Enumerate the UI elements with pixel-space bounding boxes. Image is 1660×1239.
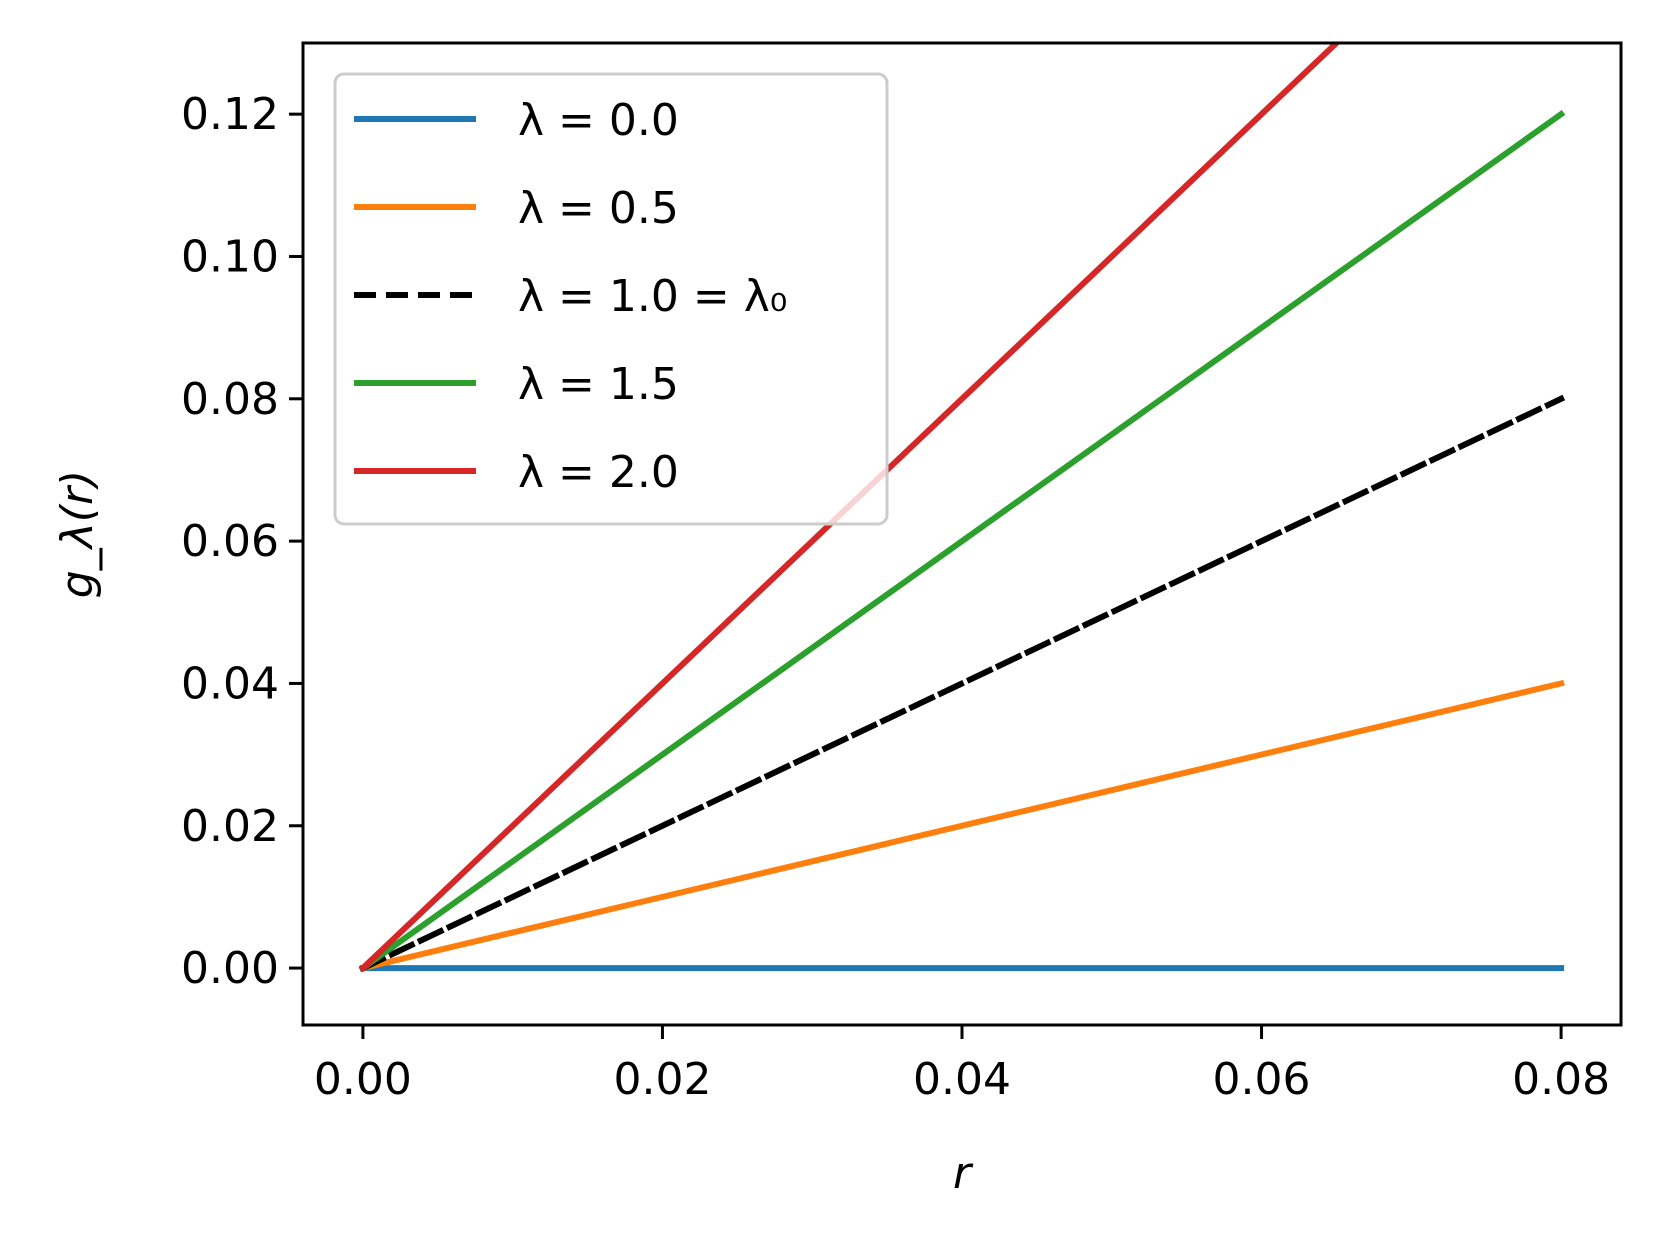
legend-label-3: λ = 1.5 xyxy=(518,359,679,410)
legend-box xyxy=(333,72,889,526)
legend: λ = 0.0 λ = 0.5 λ = 1.0 = λ₀ λ = 1.5 λ = 2.0 xyxy=(333,72,889,526)
y-tick-label: 0.04 xyxy=(181,658,279,709)
series-line-3 xyxy=(358,109,1566,973)
x-axis-label: r xyxy=(953,1148,974,1199)
x-tick-label: 0.00 xyxy=(314,1054,412,1105)
legend-label-0: λ = 0.0 xyxy=(518,95,679,146)
y-tick-label: 0.06 xyxy=(181,516,279,567)
x-tick-label: 0.08 xyxy=(1512,1054,1610,1105)
x-tick-label: 0.02 xyxy=(613,1054,711,1105)
y-axis-ticks: 0.00 0.02 0.04 0.06 0.08 0.10 0.12 xyxy=(181,89,303,994)
y-tick-label: 0.10 xyxy=(181,231,279,282)
x-tick-label: 0.04 xyxy=(913,1054,1011,1105)
y-tick-label: 0.12 xyxy=(181,89,279,140)
y-tick-label: 0.02 xyxy=(181,801,279,852)
legend-label-4: λ = 2.0 xyxy=(518,447,679,498)
series-line-2 xyxy=(358,394,1566,973)
x-axis-ticks: 0.00 0.02 0.04 0.06 0.08 xyxy=(314,1025,1610,1105)
x-tick-label: 0.06 xyxy=(1213,1054,1311,1105)
legend-label-1: λ = 0.5 xyxy=(518,183,679,234)
series-line-4 xyxy=(358,43,1341,973)
legend-label-2: λ = 1.0 = λ₀ xyxy=(518,271,787,322)
y-tick-label: 0.00 xyxy=(181,943,279,994)
y-tick-label: 0.08 xyxy=(181,374,279,425)
series-layer xyxy=(358,43,1566,973)
y-axis-label: g_λ(r) xyxy=(52,470,103,598)
series-line-1 xyxy=(359,679,1565,972)
